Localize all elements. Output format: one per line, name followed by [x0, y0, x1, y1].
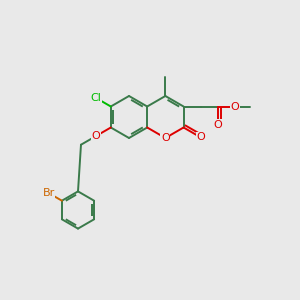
Text: O: O [231, 101, 240, 112]
Text: O: O [196, 133, 205, 142]
Text: Cl: Cl [91, 93, 101, 103]
Text: O: O [161, 133, 170, 143]
Text: O: O [92, 131, 100, 141]
Text: Br: Br [43, 188, 55, 198]
Text: O: O [214, 120, 222, 130]
